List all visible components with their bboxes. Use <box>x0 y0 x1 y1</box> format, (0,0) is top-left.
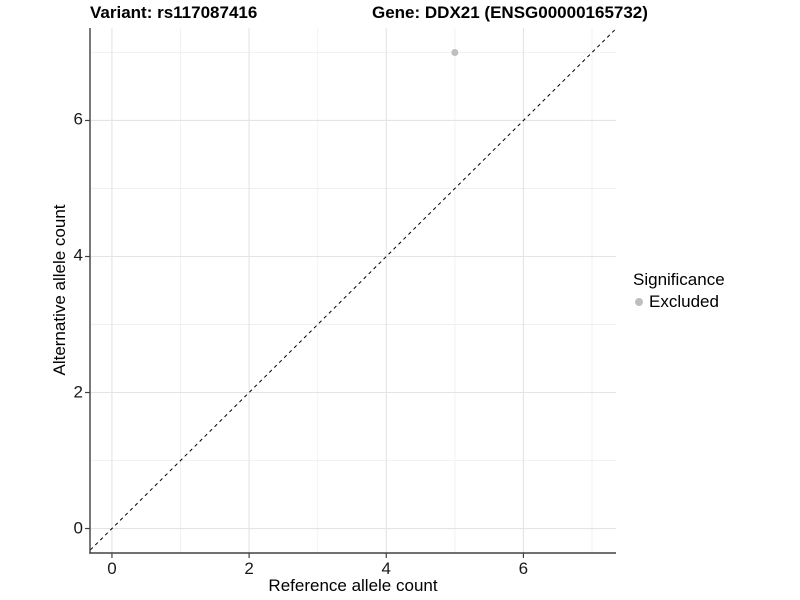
legend-entry-label: Excluded <box>649 291 719 311</box>
x-tick-label: 2 <box>244 559 254 578</box>
legend: Significance Excluded <box>631 270 725 311</box>
identity-reference-line <box>90 28 616 551</box>
legend-entry: Excluded <box>631 292 725 311</box>
legend-key <box>631 294 647 310</box>
legend-entries: Excluded <box>631 292 725 311</box>
y-tick-label: 0 <box>73 518 83 538</box>
major-gridlines <box>90 28 616 553</box>
x-axis-title: Reference allele count <box>268 576 438 595</box>
x-tick-label: 0 <box>107 559 117 578</box>
data-point <box>451 48 459 56</box>
y-tick-label: 2 <box>73 382 83 402</box>
data-points <box>451 48 459 56</box>
variant-title: Variant: rs117087416 <box>90 3 258 22</box>
x-tick-label: 6 <box>518 559 529 578</box>
legend-title: Significance <box>633 270 725 289</box>
gene-title: Gene: DDX21 (ENSG00000165732) <box>372 3 648 22</box>
x-tick-label: 4 <box>381 559 391 578</box>
y-axis-title: Alternative allele count <box>50 204 69 376</box>
axes <box>85 28 616 558</box>
minor-gridlines <box>90 28 616 553</box>
y-tick-label: 6 <box>73 110 83 130</box>
y-tick-label: 4 <box>73 246 83 266</box>
legend-point-icon <box>635 297 643 306</box>
